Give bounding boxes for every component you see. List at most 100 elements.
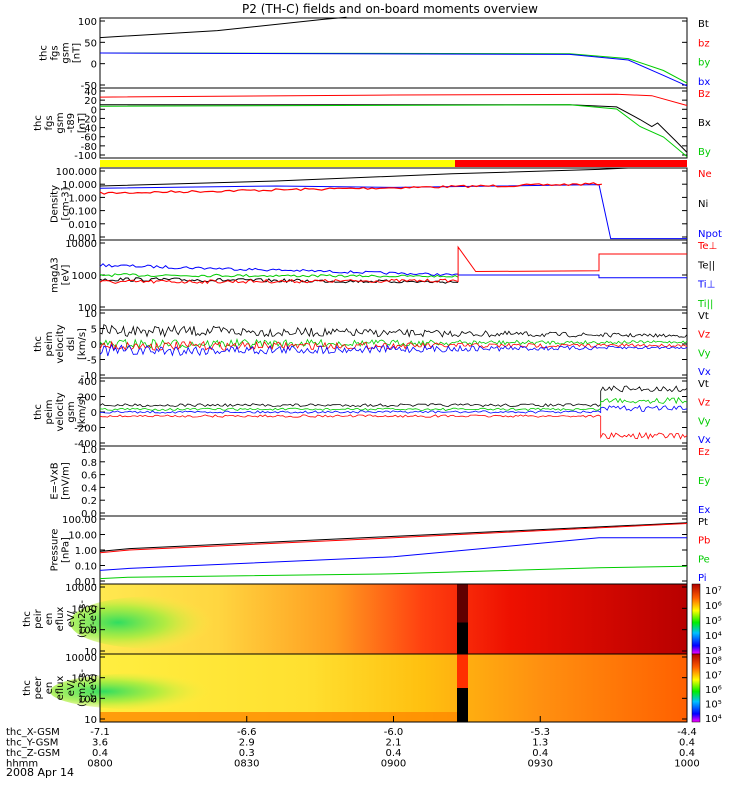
series-Te-perp bbox=[99, 245, 687, 285]
y-tick-label: 0.0 bbox=[81, 509, 97, 520]
y-tick-label: 1000 bbox=[72, 674, 97, 685]
legend-label: Vz bbox=[698, 398, 710, 409]
spectrogram-electron-gap bbox=[457, 654, 468, 688]
spectrogram-electron-green-patch bbox=[50, 673, 230, 710]
y-axis-label: [cm-3] bbox=[61, 187, 72, 220]
y-axis-label: en bbox=[44, 682, 55, 695]
y-axis-label: dsl bbox=[66, 337, 77, 351]
y-tick-label: -100 bbox=[74, 151, 97, 162]
y-axis-label: thc bbox=[33, 404, 44, 420]
y-axis-label: gsm bbox=[66, 401, 77, 422]
colorbar-tick-label: 10⁵ bbox=[705, 616, 722, 627]
panel-e-field: 1.0 0.8 0.60.4 0.2 0.0 E=-VxB [mV/m] Ez Ey Ex bbox=[50, 445, 711, 520]
y-tick-label: 0 bbox=[91, 105, 97, 116]
y-tick-label: 10 bbox=[84, 715, 97, 726]
y-tick-label: 10000 bbox=[65, 583, 97, 594]
panel-fgs-gsm: 100 50 0 -50 thc fgs gsm [nT] Bt bz by bx bbox=[39, 16, 710, 92]
y-axis-label: [mV/m] bbox=[61, 462, 72, 500]
colorbar bbox=[691, 583, 701, 655]
x-gsm-value: -6.6 bbox=[237, 727, 257, 738]
y-tick-label: 10000 bbox=[65, 239, 97, 250]
hhmm-value: 0900 bbox=[381, 759, 406, 770]
x-row-label: thc_Y-GSM bbox=[6, 738, 58, 749]
x-row-label: thc_Z-GSM bbox=[6, 748, 60, 759]
series-Vt bbox=[99, 385, 688, 408]
y-tick-label: 100 bbox=[78, 694, 97, 705]
legend-label: Vy bbox=[698, 416, 711, 427]
y-axis-label: peer bbox=[33, 676, 44, 700]
y-tick-label: -10 bbox=[81, 371, 97, 382]
colorbar-tick-label: 10⁵ bbox=[705, 700, 722, 711]
y-axis-label: velocity bbox=[55, 324, 66, 363]
z-gsm-value: 0.4 bbox=[679, 748, 695, 759]
y-tick-label: 100.000 bbox=[56, 167, 97, 178]
legend-label: Ti⊥ bbox=[697, 280, 715, 291]
legend-label: Vx bbox=[698, 367, 711, 378]
y-axis-label: fgs bbox=[50, 45, 61, 60]
legend-label: Pt bbox=[698, 517, 708, 528]
y-tick-label: 100.00 bbox=[62, 515, 97, 526]
legend-label: Vx bbox=[698, 435, 711, 446]
legend-label: Vt bbox=[698, 379, 709, 390]
y-axis-label: thc bbox=[39, 45, 50, 61]
z-gsm-value: 0.3 bbox=[239, 748, 255, 759]
y-axis-label: peim bbox=[44, 331, 55, 356]
legend-label: Npot bbox=[698, 229, 722, 240]
y-tick-label: -50 bbox=[81, 81, 97, 92]
y-tick-label: -5 bbox=[87, 356, 97, 367]
panel-pressure: 100.00 10.00 1.00 0.10 0.01 Pressure [nPa] Pt Pb… bbox=[50, 515, 711, 588]
y-tick-label: -80 bbox=[81, 142, 97, 153]
y-tick-label: 0.4 bbox=[81, 483, 97, 494]
y-axis-label: en bbox=[44, 613, 55, 626]
spectrogram-ion-gap bbox=[457, 584, 468, 654]
y-tick-label: 10.000 bbox=[62, 180, 97, 191]
y-axis-label: peim bbox=[44, 399, 55, 424]
series-Vt bbox=[99, 323, 688, 338]
y-gsm-value: 2.1 bbox=[386, 738, 402, 749]
y-axis-label: (cm2-s- bbox=[77, 600, 88, 638]
panel-frame bbox=[99, 445, 688, 517]
y-axis-label: E=-VxB bbox=[50, 462, 61, 499]
y-tick-label: -400 bbox=[74, 439, 97, 450]
series-Pt bbox=[99, 522, 688, 552]
y-tick-label: 0.100 bbox=[68, 207, 97, 218]
spectrogram-electron-gap-black bbox=[457, 688, 468, 722]
y-tick-label: 10 bbox=[84, 647, 97, 658]
colorbar-tick-label: 10⁸ bbox=[705, 656, 722, 667]
series-Vz bbox=[99, 414, 688, 440]
series-Vx bbox=[100, 404, 688, 414]
colorbar bbox=[691, 653, 701, 723]
series-Pe bbox=[99, 565, 688, 580]
mode-bar-red bbox=[455, 160, 687, 167]
legend-label: bz bbox=[698, 38, 710, 49]
y-tick-label: 10 bbox=[84, 309, 97, 320]
series-Ni bbox=[99, 167, 629, 187]
y-tick-label: 20 bbox=[84, 96, 97, 107]
y-axis-label: Density bbox=[50, 185, 61, 223]
y-axis-label: [km/s] bbox=[77, 328, 88, 360]
y-tick-label: 0.001 bbox=[68, 233, 97, 244]
y-gsm-value: 3.6 bbox=[92, 738, 108, 749]
y-tick-label: 0.10 bbox=[75, 562, 97, 573]
y-axis-label: eflux bbox=[55, 607, 66, 632]
series-By bbox=[99, 104, 688, 157]
y-tick-label: 0 bbox=[91, 60, 97, 71]
y-gsm-value: 2.9 bbox=[239, 738, 255, 749]
y-tick-label: 100 bbox=[78, 17, 97, 28]
legend-label: Bt bbox=[698, 19, 709, 30]
legend-label: Ne bbox=[698, 169, 712, 180]
y-tick-label: 0.01 bbox=[75, 577, 97, 588]
y-tick-label: 0.8 bbox=[81, 458, 97, 469]
legend-label: Ey bbox=[698, 476, 710, 487]
y-tick-label: -60 bbox=[81, 133, 97, 144]
spectrogram-ion-green-patch bbox=[70, 596, 230, 649]
y-tick-label: 40 bbox=[84, 87, 97, 98]
series-Vx bbox=[99, 343, 688, 357]
colorbar-tick-label: 10⁶ bbox=[705, 685, 722, 696]
y-tick-label: 0.6 bbox=[81, 471, 97, 482]
colorbar-tick-label: 10⁶ bbox=[705, 601, 722, 612]
y-tick-label: -20 bbox=[81, 114, 97, 125]
y-axis-label: [nPa] bbox=[61, 537, 72, 563]
series-Ti-perp bbox=[99, 263, 687, 279]
y-axis-label: (cm2-s- bbox=[77, 669, 88, 707]
